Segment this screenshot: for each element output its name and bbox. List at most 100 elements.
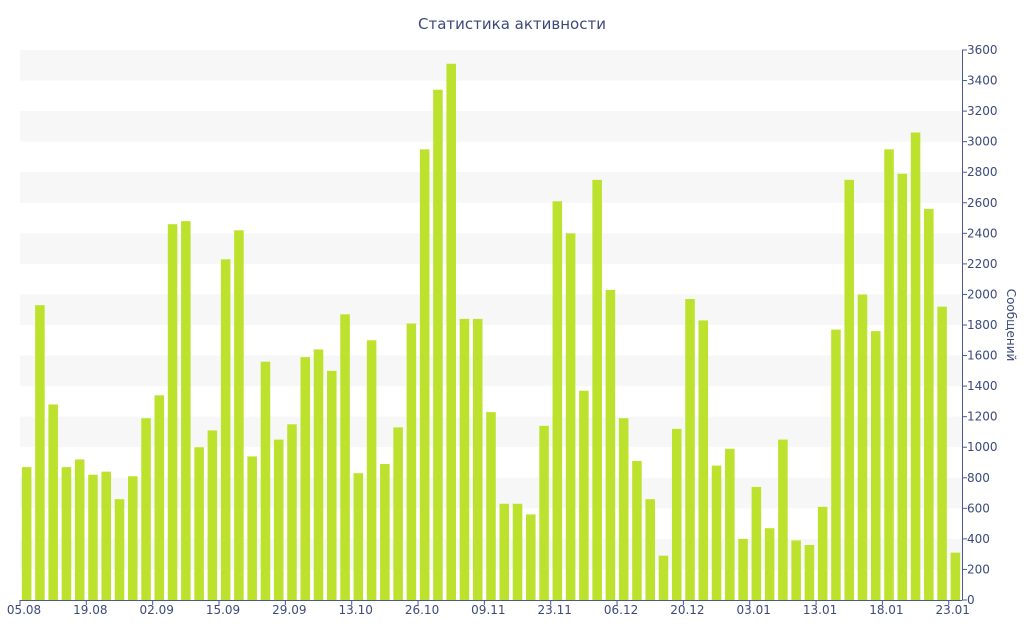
- bar: [512, 503, 523, 600]
- bar: [220, 259, 231, 600]
- y-tick-label: 400: [967, 532, 990, 546]
- y-tick-label: 2000: [967, 287, 998, 301]
- x-tick-label: 20.12: [670, 603, 704, 617]
- bar: [844, 179, 854, 601]
- bar: [751, 486, 762, 600]
- bar: [592, 179, 602, 601]
- bar: [247, 456, 257, 600]
- bar: [101, 471, 112, 600]
- bar: [725, 448, 735, 600]
- bar: [260, 361, 271, 600]
- y-tick-label: 1800: [967, 318, 998, 332]
- y-tick-label: 600: [967, 501, 990, 515]
- y-tick-label: 2200: [967, 257, 998, 271]
- bar: [207, 430, 218, 600]
- y-tick-label: 3000: [967, 135, 998, 149]
- bar: [632, 460, 642, 600]
- bar: [74, 459, 85, 600]
- bar: [48, 404, 58, 600]
- bar: [658, 555, 669, 600]
- bar: [313, 349, 324, 600]
- bar: [857, 294, 868, 600]
- bar: [565, 233, 576, 600]
- grid-band: [20, 172, 962, 203]
- bar: [950, 552, 961, 600]
- bar: [340, 314, 350, 600]
- bar: [167, 224, 178, 601]
- bar: [446, 63, 456, 600]
- bar: [419, 149, 430, 600]
- x-tick-label: 18.01: [869, 603, 903, 617]
- bar: [366, 340, 377, 600]
- bar: [645, 499, 655, 600]
- x-tick-label: 29.09: [272, 603, 306, 617]
- bar: [114, 499, 125, 600]
- y-tick-label: 2400: [967, 226, 998, 240]
- bar: [897, 173, 908, 600]
- bar: [327, 370, 337, 600]
- bar: [406, 323, 417, 600]
- bar: [711, 465, 722, 600]
- x-tick-label: 06.12: [604, 603, 638, 617]
- x-tick-label: 05.08: [7, 603, 41, 617]
- bar: [35, 305, 45, 600]
- grid-band: [20, 233, 962, 264]
- x-tick-label: 13.01: [803, 603, 837, 617]
- x-tick-label: 23.01: [936, 603, 970, 617]
- bar: [141, 418, 151, 600]
- bar: [234, 230, 244, 600]
- bar: [287, 424, 297, 600]
- bar: [884, 149, 894, 600]
- y-tick-label: 3600: [967, 43, 998, 57]
- bar: [579, 390, 589, 600]
- y-tick-label: 3200: [967, 104, 998, 118]
- bar: [61, 467, 72, 600]
- bar: [21, 467, 32, 600]
- bar: [937, 306, 947, 600]
- y-tick-label: 1600: [967, 349, 998, 363]
- bar: [778, 439, 788, 600]
- x-tick-label: 15.09: [206, 603, 240, 617]
- bar: [393, 427, 403, 600]
- x-tick-label: 19.08: [73, 603, 107, 617]
- y-tick-label: 3400: [967, 74, 998, 88]
- y-tick-label: 0: [967, 593, 975, 607]
- bar: [817, 506, 828, 600]
- bar: [698, 320, 709, 600]
- x-tick-label: 26.10: [405, 603, 439, 617]
- bar: [526, 514, 536, 600]
- bar: [181, 221, 191, 601]
- grid-band: [20, 294, 962, 325]
- bar: [924, 208, 934, 600]
- bar: [605, 289, 616, 600]
- bar: [194, 447, 204, 600]
- x-tick-label: 02.09: [139, 603, 173, 617]
- bar: [459, 318, 470, 600]
- bar: [738, 538, 748, 600]
- bar: [380, 464, 390, 600]
- bar: [472, 318, 483, 600]
- x-tick-label: 09.11: [471, 603, 505, 617]
- bar: [353, 473, 364, 600]
- chart-title: Статистика активности: [418, 15, 606, 33]
- y-tick-label: 2600: [967, 196, 998, 210]
- x-tick-label: 23.11: [538, 603, 572, 617]
- grid-band: [20, 111, 962, 142]
- y-axis-title: Сообщений: [1004, 288, 1018, 362]
- bar: [128, 476, 138, 600]
- bar: [618, 418, 629, 600]
- bar: [486, 412, 496, 600]
- bar: [791, 540, 801, 600]
- bar: [910, 132, 921, 600]
- x-tick-label: 13.10: [339, 603, 373, 617]
- bar: [154, 395, 165, 600]
- bar: [433, 89, 443, 600]
- y-tick-label: 800: [967, 471, 990, 485]
- bar: [300, 357, 311, 600]
- y-tick-label: 1400: [967, 379, 998, 393]
- bar: [539, 425, 549, 600]
- y-tick-label: 1200: [967, 410, 998, 424]
- y-tick-label: 2800: [967, 165, 998, 179]
